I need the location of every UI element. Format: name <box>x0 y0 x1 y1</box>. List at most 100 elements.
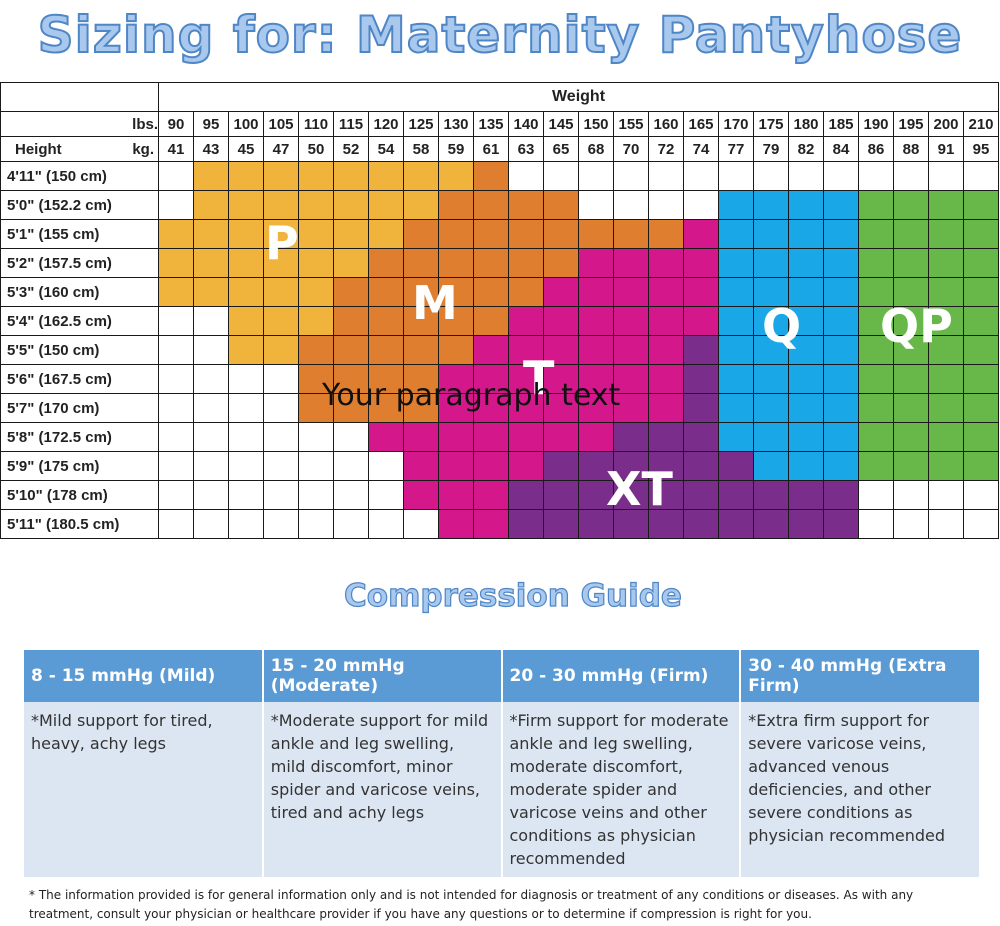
size-cell <box>438 161 474 191</box>
size-cell <box>228 364 264 394</box>
size-cell <box>718 277 754 307</box>
size-cell <box>473 335 509 365</box>
kg-label: kg. <box>132 140 154 158</box>
size-cell <box>263 451 299 481</box>
size-cell <box>718 335 754 365</box>
size-cell <box>683 393 719 423</box>
size-cell <box>158 364 194 394</box>
size-cell <box>963 451 999 481</box>
size-cell <box>578 422 614 452</box>
size-cell <box>473 451 509 481</box>
size-cell <box>228 248 264 278</box>
size-cell <box>543 480 579 510</box>
size-cell <box>263 277 299 307</box>
lbs-row: lbs. 90 95 100 105 110 115 120 125 130 135 140 145 1… <box>0 111 999 137</box>
size-cell <box>298 306 334 336</box>
size-cell <box>788 509 824 539</box>
size-cell <box>753 335 789 365</box>
size-cell <box>333 480 369 510</box>
size-cell <box>753 451 789 481</box>
weight-label: Weight <box>158 82 999 112</box>
size-cell <box>963 306 999 336</box>
size-cell <box>718 190 754 220</box>
height-label-cell: 5'8" (172.5 cm) <box>0 422 159 452</box>
lbs-cell: 110 <box>298 111 334 137</box>
lbs-cell: 170 <box>718 111 754 137</box>
lbs-cell: 150 <box>578 111 614 137</box>
size-cell <box>858 335 894 365</box>
size-cell <box>683 219 719 249</box>
size-cell <box>193 277 229 307</box>
size-cell <box>403 248 439 278</box>
size-label-xt: XT <box>606 462 673 516</box>
size-cell <box>683 248 719 278</box>
size-cell <box>753 277 789 307</box>
size-cell <box>333 161 369 191</box>
size-cell <box>193 248 229 278</box>
compression-header-mild: 8 - 15 mmHg (Mild) <box>24 650 264 702</box>
size-cell <box>403 277 439 307</box>
size-cell <box>928 161 964 191</box>
kg-cell: 52 <box>333 136 369 162</box>
size-cell <box>893 422 929 452</box>
size-cell <box>648 509 684 539</box>
size-cell <box>508 422 544 452</box>
height-row: 4'11" (150 cm) <box>0 161 999 191</box>
kg-cell: 79 <box>753 136 789 162</box>
size-cell <box>158 306 194 336</box>
size-cell <box>193 451 229 481</box>
size-cell <box>543 190 579 220</box>
size-cell <box>158 393 194 423</box>
size-cell <box>963 509 999 539</box>
size-cell <box>578 335 614 365</box>
size-cell <box>403 422 439 452</box>
size-label-m: M <box>412 276 458 330</box>
size-cell <box>403 451 439 481</box>
size-cell <box>928 480 964 510</box>
height-label-cell: 5'3" (160 cm) <box>0 277 159 307</box>
lbs-cell: 140 <box>508 111 544 137</box>
size-cell <box>298 422 334 452</box>
size-cell <box>963 393 999 423</box>
lbs-cell: 210 <box>963 111 999 137</box>
size-cell <box>648 306 684 336</box>
size-cell <box>578 219 614 249</box>
size-cell <box>193 480 229 510</box>
size-cell <box>298 335 334 365</box>
size-cell <box>928 277 964 307</box>
size-cell <box>333 451 369 481</box>
size-cell <box>263 422 299 452</box>
size-cell <box>788 335 824 365</box>
size-cell <box>963 161 999 191</box>
size-cell <box>543 219 579 249</box>
size-cell <box>753 509 789 539</box>
size-cell <box>613 248 649 278</box>
size-cell <box>788 393 824 423</box>
size-cell <box>613 451 649 481</box>
size-cell <box>823 161 859 191</box>
size-cell <box>228 393 264 423</box>
size-cell <box>893 335 929 365</box>
size-cell <box>578 480 614 510</box>
size-cell <box>788 161 824 191</box>
size-cell <box>333 509 369 539</box>
size-cell <box>683 364 719 394</box>
size-cell <box>228 509 264 539</box>
size-cell <box>263 306 299 336</box>
size-cell <box>228 451 264 481</box>
lbs-cell: 175 <box>753 111 789 137</box>
size-cell <box>298 161 334 191</box>
size-cell <box>438 509 474 539</box>
height-label-cell: 5'11" (180.5 cm) <box>0 509 159 539</box>
lbs-cell: 130 <box>438 111 474 137</box>
compression-guide-title: Compression Guide <box>343 577 682 614</box>
size-cell <box>368 306 404 336</box>
size-cell <box>508 306 544 336</box>
size-cell <box>298 480 334 510</box>
size-cell <box>333 306 369 336</box>
size-cell <box>858 161 894 191</box>
size-cell <box>648 190 684 220</box>
size-cell <box>963 335 999 365</box>
size-cell <box>893 509 929 539</box>
size-cell <box>368 335 404 365</box>
